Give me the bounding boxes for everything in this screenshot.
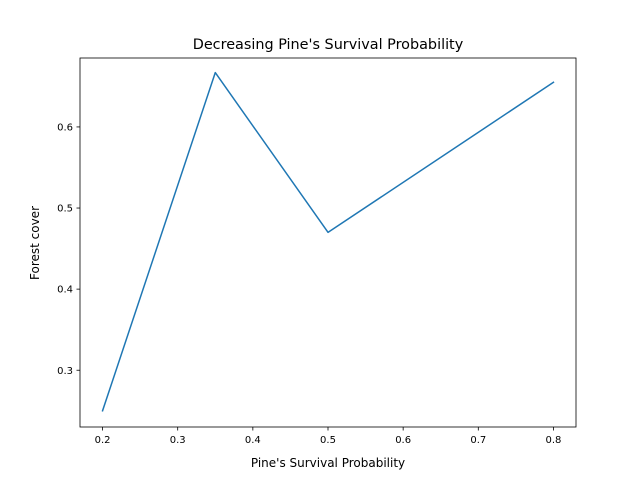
x-tick-label: 0.3 [170, 435, 186, 446]
x-axis-ticks: 0.2 0.3 0.4 0.5 0.6 0.7 0.8 [95, 427, 562, 446]
y-tick-label: 0.4 [57, 285, 73, 296]
y-axis-label: Forest cover [28, 206, 42, 280]
series-line [101, 71, 555, 412]
x-tick-label: 0.7 [470, 435, 486, 446]
y-tick-label: 0.3 [57, 366, 73, 377]
chart-title: Decreasing Pine's Survival Probability [193, 37, 464, 53]
x-tick-label: 0.2 [95, 435, 111, 446]
y-tick-label: 0.5 [57, 204, 73, 215]
plot-area [101, 71, 555, 412]
x-axis-label: Pine's Survival Probability [251, 456, 405, 470]
y-tick-label: 0.6 [57, 123, 73, 134]
x-tick-label: 0.8 [546, 435, 562, 446]
y-axis-ticks: 0.3 0.4 0.5 0.6 [57, 123, 80, 377]
x-tick-label: 0.4 [245, 435, 261, 446]
x-tick-label: 0.6 [395, 435, 411, 446]
x-tick-label: 0.5 [320, 435, 336, 446]
